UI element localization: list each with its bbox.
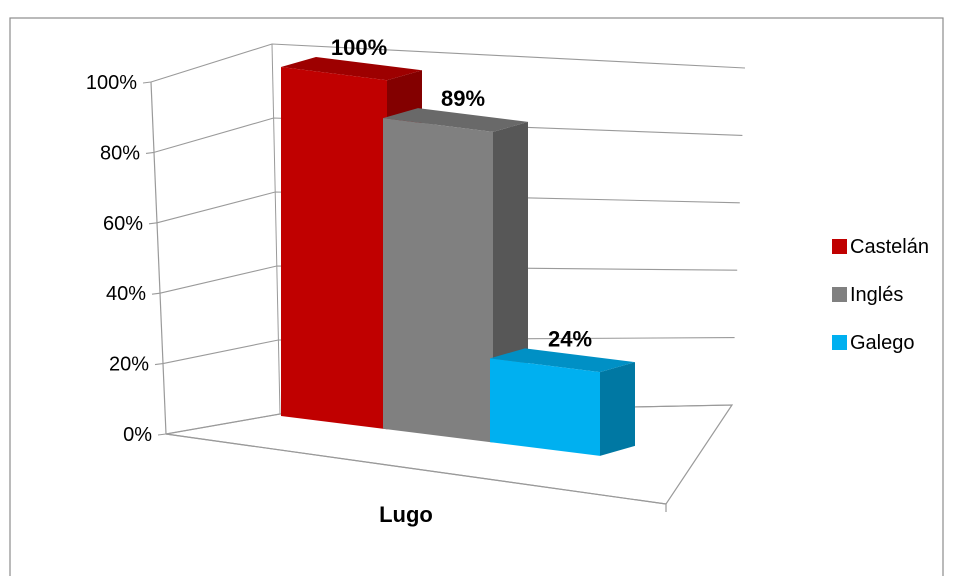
legend-label: Inglés: [850, 284, 903, 306]
legend-label: Galego: [850, 332, 915, 354]
floor-front-edge: [165, 433, 667, 505]
back-corner-line: [271, 43, 281, 415]
legend-item: Castelán: [832, 236, 929, 258]
legend-item: Inglés: [832, 284, 903, 306]
legend-item: Galego: [832, 332, 915, 354]
y-tick-label: 100%: [86, 72, 137, 94]
legend-swatch: [832, 287, 847, 302]
y-tick-label: 0%: [123, 424, 152, 446]
y-tick-mark: [148, 222, 158, 225]
y-tick-mark: [154, 363, 164, 366]
legend-swatch: [832, 335, 847, 350]
y-tick-label: 80%: [100, 142, 140, 164]
y-tick-mark: [142, 81, 152, 84]
gridline: [153, 117, 743, 153]
category-axis: Lugo: [379, 502, 433, 527]
bar-top: [490, 348, 635, 373]
gridline: [159, 265, 738, 294]
data-label: 100%: [331, 35, 387, 60]
y-tick-mark: [157, 433, 167, 436]
gridline: [162, 337, 735, 365]
legend-label: Castelán: [850, 236, 929, 258]
bar-front: [490, 358, 600, 456]
data-label: 89%: [441, 86, 485, 111]
bar-top: [281, 57, 422, 81]
bars: [281, 57, 635, 456]
y-axis-line: [150, 81, 167, 435]
y-axis-ticks: 0% 20% 40% 60% 80% 100%: [86, 72, 167, 446]
y-tick-label: 40%: [106, 283, 146, 305]
gridline: [156, 191, 740, 224]
y-tick-mark: [151, 292, 161, 295]
gridline: [150, 43, 746, 83]
legend-swatch: [832, 239, 847, 254]
bar-front: [383, 118, 493, 443]
bar-side: [600, 362, 635, 456]
y-tick-mark: [145, 151, 155, 154]
category-label: Lugo: [379, 502, 433, 527]
bar-top: [383, 108, 528, 132]
data-label: 24%: [548, 326, 592, 351]
legend: Castelán Inglés Galego: [832, 236, 929, 354]
bar-front: [281, 67, 387, 430]
y-tick-label: 60%: [103, 213, 143, 235]
y-tick-label: 20%: [109, 354, 149, 376]
data-labels: 100% 89% 24%: [331, 35, 592, 351]
bar-galego: [490, 348, 635, 456]
